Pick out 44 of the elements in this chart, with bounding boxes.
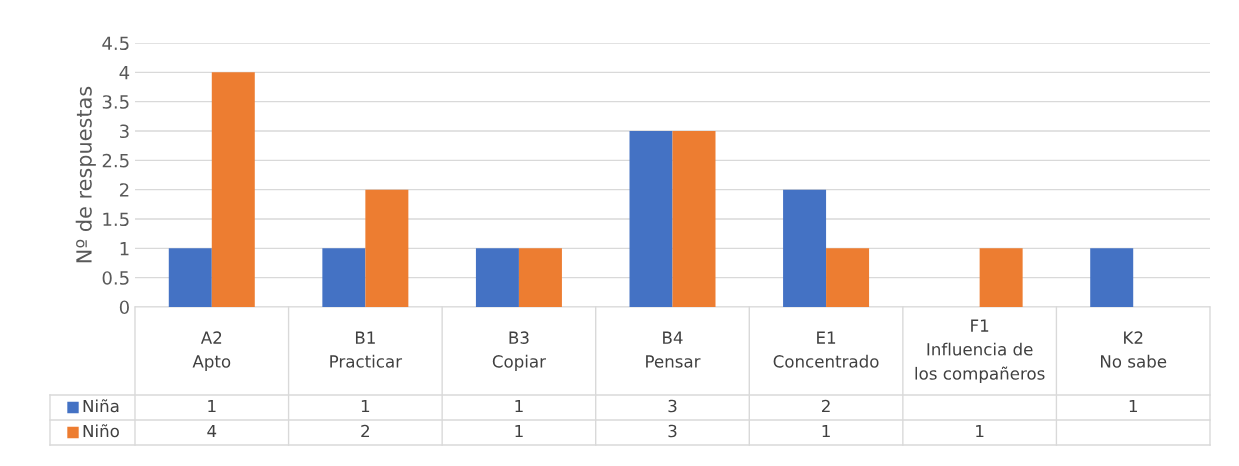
bar	[518, 248, 562, 307]
x-tick-label: F1 Influencia de los compañeros	[915, 319, 1045, 384]
y-tick-label: 3.5	[102, 95, 129, 109]
data-label: 1	[822, 424, 830, 438]
bar	[826, 248, 870, 307]
bar	[365, 189, 409, 307]
x-tick-label: B4 Pensar	[646, 331, 701, 368]
data-label: 1	[361, 399, 370, 413]
data-label: 2	[361, 424, 369, 438]
bar	[168, 248, 212, 307]
bar	[672, 131, 716, 307]
bar	[475, 248, 519, 307]
y-tick-label: 4.5	[102, 36, 129, 51]
legend-label: Niño	[83, 424, 119, 438]
y-tick-label: 1	[120, 242, 129, 256]
y-tick-label: 0.5	[102, 271, 129, 285]
bar	[322, 248, 366, 307]
bar	[783, 189, 827, 307]
data-label: 1	[515, 399, 523, 413]
y-tick-label: 2.5	[102, 153, 129, 168]
y-tick-label: 2	[119, 183, 129, 197]
bar	[979, 248, 1023, 307]
y-tick-label: 1.5	[103, 212, 129, 227]
bar	[1090, 248, 1134, 307]
data-label: 1	[515, 424, 523, 438]
data-label: 1	[976, 424, 984, 438]
x-tick-label: B1 Practicar	[330, 331, 403, 368]
data-label: 2	[821, 399, 830, 413]
data-label: 4	[207, 424, 217, 438]
data-label: 3	[668, 399, 677, 413]
y-tick-label: 3	[120, 124, 129, 139]
data-label: 1	[208, 399, 216, 413]
bar	[629, 131, 673, 307]
x-tick-label: A2 Apto	[192, 331, 231, 371]
y-tick-label: 0	[119, 300, 129, 315]
data-label: 3	[668, 424, 677, 438]
bar	[211, 72, 255, 307]
y-tick-label: 4	[119, 66, 130, 80]
legend-label: Niña	[83, 399, 119, 413]
y-axis-title: Nº de respuestas	[75, 86, 96, 263]
x-tick-label: B3 Copiar	[492, 331, 546, 371]
x-tick-label: K2 No sabe	[1101, 331, 1167, 368]
data-label: 1	[1129, 399, 1137, 413]
x-tick-label: E1 Concentrado	[773, 331, 879, 368]
